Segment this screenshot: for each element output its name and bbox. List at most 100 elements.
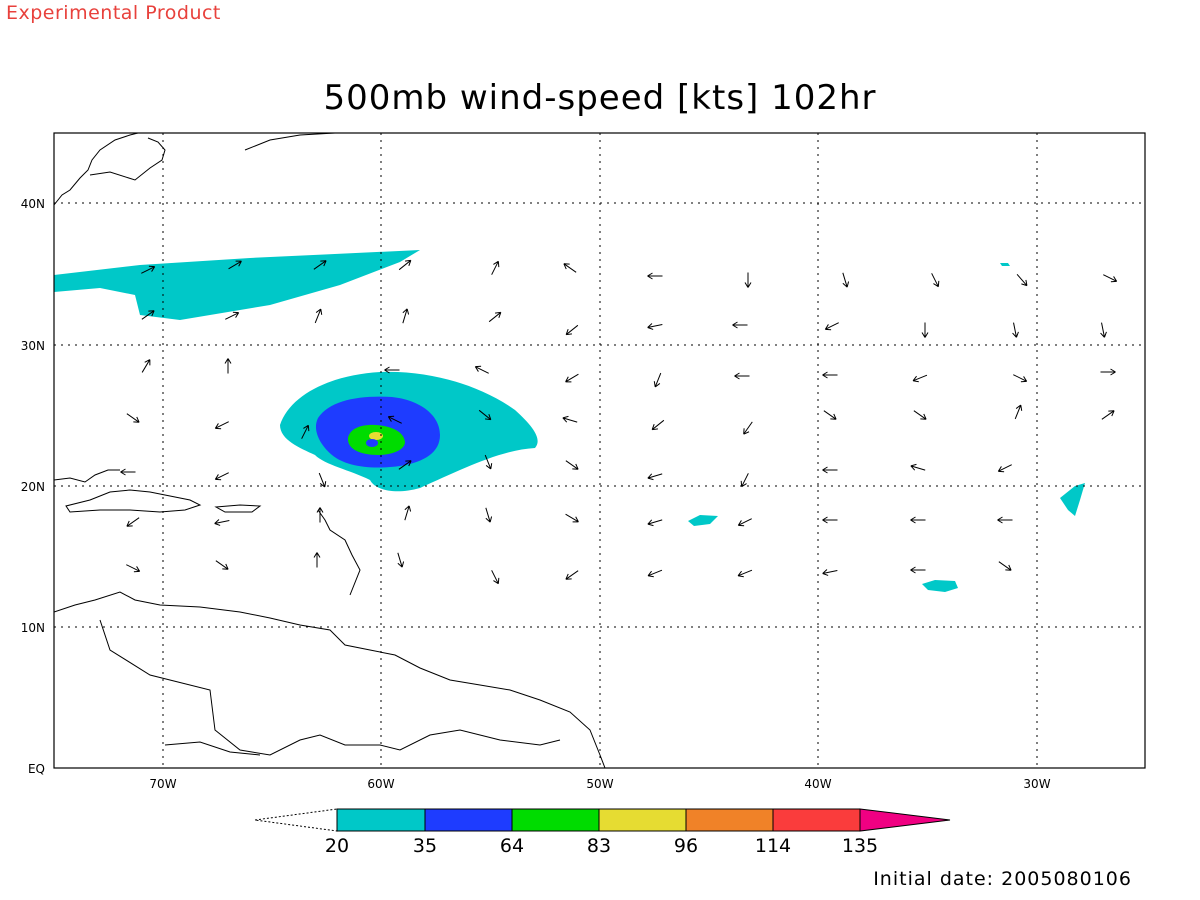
graticule [54, 133, 1145, 768]
colorbar-label-20: 20 [325, 835, 349, 857]
wind-vector-arrow [910, 566, 926, 574]
wind-vector-arrow [397, 552, 405, 568]
colorbar-label-135: 135 [842, 835, 878, 857]
x-tick-70w: 70W [149, 777, 176, 791]
lesser-antilles-coast [317, 509, 361, 596]
wind-vector-arrow [931, 273, 940, 288]
colorbar-label-64: 64 [500, 835, 524, 857]
wind-vector-arrow [141, 359, 151, 373]
wind-vector-arrow [563, 263, 577, 273]
venezuela-coast [54, 591, 606, 768]
plot-area [54, 133, 1145, 768]
wind-vector-arrow [921, 322, 929, 338]
hurricane-eye-center [366, 439, 378, 447]
wind-vector-arrow [313, 552, 321, 568]
wind-vector-arrow [387, 415, 402, 424]
wind-vector-arrow [822, 466, 838, 474]
colorbar-label-114: 114 [755, 835, 791, 857]
colorbar-high-triangle [859, 808, 951, 832]
small-shading-4 [1000, 263, 1010, 266]
wind-vector-arrow [653, 372, 662, 388]
wind-vector-arrow [228, 260, 242, 270]
wind-vector-arrow [404, 505, 412, 521]
wind-vector-arrow [318, 472, 327, 488]
small-shading-2 [922, 580, 958, 592]
wind-vector-arrow [647, 473, 663, 481]
wind-vector-arrow [912, 374, 928, 383]
puerto-rico-coast [214, 504, 262, 513]
wind-vector-arrow [1014, 404, 1023, 420]
wind-vector-arrow [997, 464, 1012, 473]
nova-scotia-coast [244, 133, 336, 151]
y-tick-40n: 40N [21, 197, 45, 211]
x-tick-40w: 40W [804, 777, 831, 791]
wind-vector-arrow [910, 463, 926, 471]
wind-vector-arrow [491, 260, 500, 275]
wind-vector-arrow [402, 308, 410, 324]
colorbar-bin-3 [511, 808, 600, 832]
wind-speed-shading [54, 250, 1085, 592]
coastlines [54, 133, 606, 768]
wind-vector-arrow [215, 560, 229, 570]
wind-vector-arrow [1101, 410, 1115, 420]
wind-vector-arrow [485, 507, 493, 523]
wind-vector-arrow [565, 324, 579, 336]
colorbar-bin-4 [598, 808, 687, 832]
wind-vector-arrow [126, 564, 141, 573]
wind-vector-arrow [647, 323, 663, 330]
wind-vector-arrow [822, 371, 838, 379]
x-tick-60w: 60W [367, 777, 394, 791]
map-title: 500mb wind-speed [kts] 102hr [323, 78, 877, 118]
jet-streak-shading [54, 250, 420, 320]
colorbar-label-35: 35 [413, 835, 437, 857]
wind-vector-arrow [651, 419, 665, 431]
hurricane-eye-shading [369, 432, 383, 440]
wind-vector-arrow [565, 460, 579, 470]
colorbar-bin-6 [772, 808, 861, 832]
wind-vector-arrow [1100, 368, 1116, 376]
experimental-product-label: Experimental Product [6, 2, 221, 24]
y-tick-30n: 30N [21, 339, 45, 353]
wind-vector-arrow [141, 310, 155, 320]
wind-vector-arrow [647, 272, 663, 280]
x-tick-30w: 30W [1023, 777, 1050, 791]
wind-vector-arrow [740, 473, 749, 488]
wind-vector-arrow [743, 421, 753, 435]
wind-vector-arrow [737, 569, 753, 578]
wind-vector-arrow [126, 517, 140, 527]
cuba-coast [54, 469, 120, 483]
wind-vector-arrow [225, 311, 240, 320]
south-america-border [164, 741, 261, 756]
us-east-coast [54, 133, 139, 206]
wind-vector-arrow [214, 421, 229, 430]
wind-vector-arrow [126, 413, 140, 423]
wind-vector-arrow [647, 519, 663, 527]
wind-vector-arrow [824, 322, 839, 331]
wind-vector-arrow [398, 259, 412, 271]
wind-vector-arrow [224, 358, 232, 374]
initial-date: Initial date: 2005080106 [873, 868, 1132, 890]
wind-vector-arrow [822, 516, 838, 524]
guiana-inland-border [99, 619, 561, 756]
wind-vector-arrow [565, 373, 579, 383]
wind-vector-arrow [1103, 274, 1118, 283]
wind-vector-arrow [316, 507, 324, 523]
colorbar-low-triangle [254, 808, 338, 832]
colorbar-bin-2 [424, 808, 513, 832]
wind-vector-arrow [565, 513, 579, 523]
wind-vector-arrow [384, 366, 400, 374]
wind-vector-arrow [488, 311, 502, 323]
y-tick-10n: 10N [21, 621, 45, 635]
y-tick-labels: 40N 30N 20N 10N EQ [21, 197, 45, 776]
wind-vector-arrow [474, 365, 489, 374]
wind-vector-arrow [1100, 322, 1107, 338]
y-tick-eq: EQ [28, 762, 45, 776]
wind-vector-arrow [314, 308, 323, 324]
wind-vector-arrow [842, 272, 850, 288]
wind-vector-arrow [491, 570, 500, 585]
wind-vector-arrow [997, 516, 1013, 524]
wind-vector-arrow [120, 468, 136, 476]
wind-vector-arrow [998, 561, 1012, 571]
wind-vector-arrow [565, 570, 579, 580]
